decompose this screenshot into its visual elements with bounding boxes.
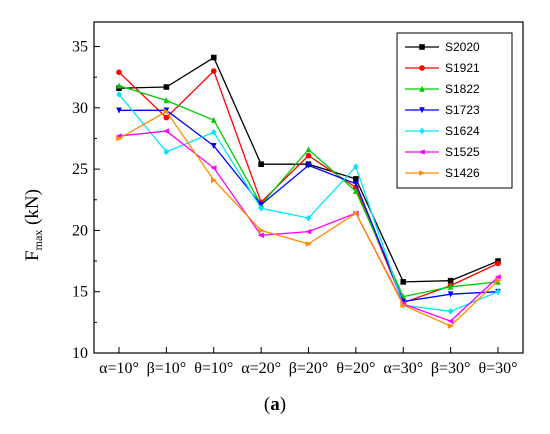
data-point — [258, 205, 264, 212]
data-point — [210, 68, 217, 74]
legend-swatch-marker — [419, 85, 425, 92]
data-point — [494, 274, 501, 280]
x-tick-label: θ=20° — [336, 360, 375, 377]
data-point — [353, 163, 359, 170]
x-tick-label: α=30° — [383, 360, 423, 377]
data-point — [116, 91, 122, 98]
legend-swatch-marker — [419, 65, 425, 71]
data-point — [400, 279, 407, 285]
legend-item: S1624 — [405, 124, 480, 138]
legend-swatch-marker — [419, 107, 425, 114]
y-tick-label: 10 — [72, 345, 88, 362]
series-S1426 — [116, 108, 502, 329]
legend-label: S1921 — [445, 61, 480, 75]
legend-swatch-marker — [418, 149, 425, 155]
legend-item: S1822 — [405, 82, 480, 96]
y-tick-label: 15 — [72, 284, 88, 301]
x-tick-label: α=20° — [241, 360, 281, 377]
y-axis-title: Fmax (kN) — [22, 189, 45, 261]
y-tick-label: 35 — [72, 39, 88, 56]
data-point — [210, 129, 217, 136]
data-point — [447, 291, 454, 298]
data-point — [210, 54, 217, 61]
data-point — [305, 214, 312, 222]
data-point — [353, 210, 360, 217]
legend: S2020 S1921 S1822 S1723 S1624 S1525 S1426 — [396, 32, 513, 189]
data-point — [116, 107, 122, 114]
data-point — [116, 135, 123, 142]
data-point — [258, 201, 264, 208]
data-point — [210, 143, 217, 150]
data-point — [495, 288, 501, 296]
data-point — [163, 108, 170, 115]
x-tick-label: θ=30° — [478, 360, 517, 377]
data-point — [163, 148, 170, 156]
legend-label: S1822 — [445, 82, 480, 96]
data-point — [447, 283, 454, 290]
legend-label: S2020 — [445, 40, 480, 54]
y-tick-label: 30 — [72, 100, 88, 117]
data-point — [495, 277, 502, 284]
legend-item: S1723 — [405, 103, 480, 117]
data-point — [447, 277, 454, 284]
data-point — [116, 69, 122, 76]
data-point — [210, 116, 217, 123]
legend-swatch-marker — [419, 127, 425, 135]
data-point — [305, 162, 312, 169]
legend-item: S1525 — [405, 145, 480, 159]
data-point — [258, 227, 265, 234]
data-point — [305, 241, 312, 247]
x-tick-label: α=10° — [99, 360, 139, 377]
x-tick-label: β=20° — [289, 360, 329, 377]
x-tick-label: θ=10° — [194, 360, 233, 377]
data-point — [305, 146, 312, 153]
data-point — [305, 228, 312, 235]
data-point — [163, 84, 170, 90]
figure-caption: (a) — [264, 394, 286, 415]
legend-swatch-marker — [419, 170, 426, 176]
legend-label: S1426 — [445, 166, 480, 180]
x-tick-label: β=30° — [431, 360, 471, 377]
legend-item: S1426 — [405, 166, 480, 180]
data-point — [258, 161, 264, 168]
data-point — [257, 232, 264, 239]
x-tick-label: β=10° — [147, 360, 187, 377]
data-point — [353, 176, 359, 182]
data-point — [210, 165, 217, 171]
y-tick-label: 20 — [72, 222, 88, 239]
legend-label: S1723 — [445, 103, 480, 117]
data-point — [447, 308, 454, 315]
legend-item: S2020 — [405, 40, 480, 54]
data-point — [353, 187, 359, 194]
data-point — [163, 97, 170, 104]
y-axis: 10 15 20 25 30 35 — [72, 39, 100, 362]
x-axis: α=10° β=10° θ=10° α=20° β=20° θ=20° α=30° β=30°… — [99, 347, 518, 377]
data-point — [400, 302, 407, 308]
data-point — [305, 152, 312, 159]
series-layer — [115, 54, 502, 329]
data-point — [353, 181, 359, 188]
data-point — [163, 128, 170, 134]
series-S1624 — [116, 91, 501, 315]
data-point — [495, 260, 501, 267]
legend-swatch-marker — [419, 44, 425, 50]
data-point — [163, 114, 170, 121]
legend-item: S1921 — [405, 61, 480, 75]
legend-label: S1525 — [445, 145, 480, 159]
data-point — [116, 82, 122, 89]
data-point — [210, 177, 218, 183]
legend-label: S1624 — [445, 124, 480, 138]
data-point — [447, 323, 454, 329]
data-point — [447, 318, 454, 324]
y-tick-label: 25 — [72, 161, 88, 178]
